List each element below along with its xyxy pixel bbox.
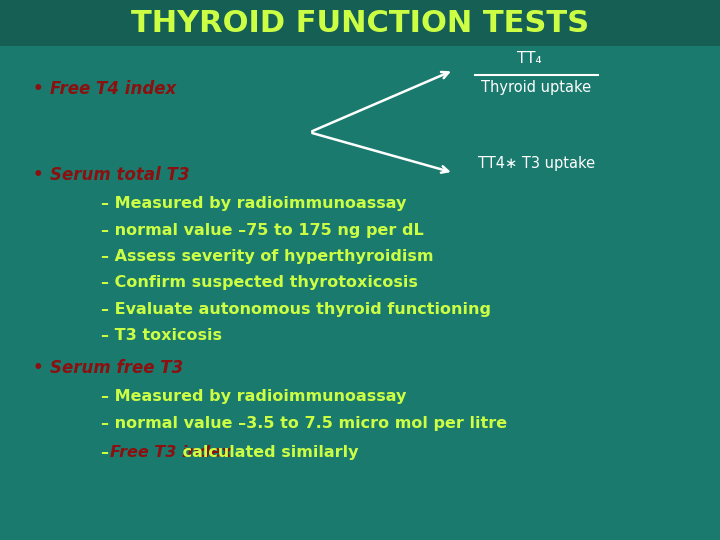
Text: – Assess severity of hyperthyroidism: – Assess severity of hyperthyroidism xyxy=(101,249,433,264)
Text: Thyroid uptake: Thyroid uptake xyxy=(482,80,591,95)
Text: – Measured by radioimmunoassay: – Measured by radioimmunoassay xyxy=(101,196,406,211)
Text: •: • xyxy=(32,359,43,377)
Text: Free T3 index: Free T3 index xyxy=(110,445,232,460)
Text: •: • xyxy=(32,166,43,185)
Text: Serum total T3: Serum total T3 xyxy=(50,166,190,185)
Text: – Measured by radioimmunoassay: – Measured by radioimmunoassay xyxy=(101,389,406,404)
Text: – normal value –75 to 175 ng per dL: – normal value –75 to 175 ng per dL xyxy=(101,222,423,238)
Text: •: • xyxy=(32,80,43,98)
Text: – normal value –3.5 to 7.5 micro mol per litre: – normal value –3.5 to 7.5 micro mol per… xyxy=(101,416,507,431)
Text: – Evaluate autonomous thyroid functioning: – Evaluate autonomous thyroid functionin… xyxy=(101,302,491,317)
Text: THYROID FUNCTION TESTS: THYROID FUNCTION TESTS xyxy=(131,9,589,38)
Text: – T3 toxicosis: – T3 toxicosis xyxy=(101,328,222,343)
Text: TT₄: TT₄ xyxy=(517,51,541,66)
Text: –: – xyxy=(101,445,114,460)
Text: Serum free T3: Serum free T3 xyxy=(50,359,184,377)
Text: TT4∗ T3 uptake: TT4∗ T3 uptake xyxy=(478,156,595,171)
Text: – Confirm suspected thyrotoxicosis: – Confirm suspected thyrotoxicosis xyxy=(101,275,418,291)
Text: Free T4 index: Free T4 index xyxy=(50,80,176,98)
FancyBboxPatch shape xyxy=(0,0,720,46)
Text: calculated similarly: calculated similarly xyxy=(177,445,359,460)
